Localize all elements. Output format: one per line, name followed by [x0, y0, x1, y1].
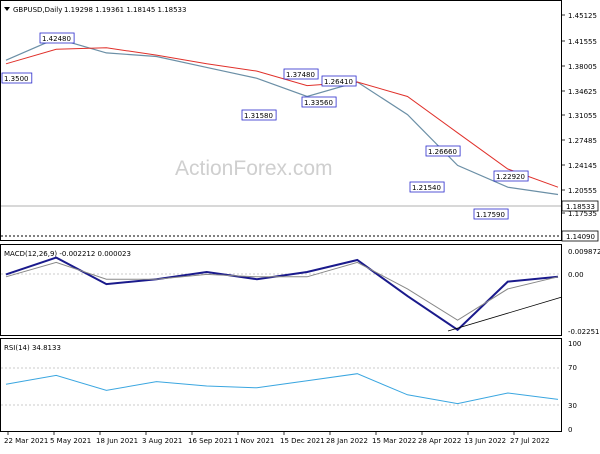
- price-annotation-label: 1.33560: [304, 99, 333, 107]
- price-series-group: [5, 37, 559, 196]
- time-axis-label: 15 Dec 2021: [280, 437, 325, 445]
- time-axis-label: 3 Aug 2021: [142, 437, 182, 445]
- price-annotation-label: 1.21540: [412, 184, 441, 192]
- moving-average-line: [5, 47, 559, 188]
- rsi-scale-label: 0: [568, 426, 572, 434]
- price-scale-label: 1.31055: [568, 112, 597, 120]
- macd-series-group: [5, 256, 559, 332]
- price-annotation-box: [283, 68, 319, 80]
- time-axis: 22 Mar 2021 5 May 2021 18 Jun 2021 3 Aug 20…: [4, 432, 550, 445]
- time-axis-label: 22 Mar 2021: [4, 437, 48, 445]
- price-scale-label: 1.34625: [568, 88, 597, 96]
- time-axis-label: 28 Apr 2022: [418, 437, 461, 445]
- annotation-group: 1.42480 1.3500 1.31580 1.33560 1.37480 1.2641…: [1, 32, 529, 220]
- price-annotation-label: 1.26410: [324, 78, 353, 86]
- price-scale-label: 1.27485: [568, 137, 597, 145]
- rsi-scale-label: 70: [568, 364, 577, 372]
- price-scale-label: 1.20555: [568, 187, 597, 195]
- current-price-label: 1.18533: [566, 203, 595, 211]
- price-annotation-box: [409, 181, 445, 193]
- macd-scale-label: 0.009872: [568, 248, 600, 256]
- watermark-text: ActionForex.com: [175, 157, 333, 180]
- macd-trendline: [447, 296, 563, 332]
- macd-signal-line: [5, 261, 559, 321]
- price-annotation-label: 1.17590: [476, 211, 505, 219]
- rsi-title: RSI(14) 34.8133: [4, 344, 61, 352]
- time-axis-label: 16 Sep 2021: [188, 437, 232, 445]
- macd-line: [5, 256, 559, 332]
- macd-scale: 0.009872 0.00 -0.022516: [568, 248, 600, 336]
- rsi-scale-label: 100: [568, 340, 581, 348]
- level-price-label: 1.14090: [566, 233, 595, 241]
- price-annotation-label: 1.22920: [496, 173, 525, 181]
- level-price-box: [561, 230, 599, 242]
- price-scale-label: 1.41555: [568, 38, 597, 46]
- price-line: [5, 37, 559, 196]
- time-axis-label: 1 Nov 2021: [234, 437, 274, 445]
- price-annotation-label: 1.26660: [428, 148, 457, 156]
- time-axis-label: 5 May 2021: [50, 437, 91, 445]
- rsi-panel-frame: [0, 338, 562, 432]
- price-annotation-label: 1.37480: [286, 71, 315, 79]
- macd-scale-label: 0.00: [568, 271, 584, 279]
- price-scale: 1.45125 1.41555 1.38005 1.34625 1.31055 1.274…: [562, 12, 597, 218]
- price-annotation-box: [1, 72, 33, 84]
- price-scale-label: 1.17535: [568, 210, 597, 218]
- time-axis-label: 18 Jun 2021: [96, 437, 138, 445]
- current-price-box: [561, 200, 599, 212]
- price-annotation-box: [321, 75, 357, 87]
- rsi-scale: 100 70 30 0: [568, 340, 581, 434]
- price-annotation-label: 1.42480: [42, 35, 71, 43]
- price-annotation-label: 1.3500: [4, 75, 29, 83]
- price-scale-label: 1.38005: [568, 63, 597, 71]
- rsi-scale-label: 30: [568, 402, 577, 410]
- triangle-down-icon[interactable]: [4, 7, 10, 11]
- price-annotation-box: [301, 96, 337, 108]
- time-axis-label: 27 Jul 2022: [510, 437, 550, 445]
- symbol-label: GBPUSD,Daily: [13, 6, 62, 14]
- time-axis-label: 13 Jun 2022: [464, 437, 506, 445]
- ohlc-readout: 1.19298 1.19361 1.18145 1.18533: [64, 6, 186, 14]
- time-axis-label: 15 Mar 2022: [372, 437, 416, 445]
- price-annotation-box: [473, 208, 509, 220]
- price-annotation-box: [241, 109, 277, 121]
- macd-scale-label: -0.022516: [568, 328, 600, 336]
- price-panel-frame: [0, 0, 562, 241]
- price-scale-label: 1.24145: [568, 162, 597, 170]
- price-scale-label: 1.45125: [568, 12, 597, 20]
- macd-title: MACD(12,26,9) -0.002212 0.000023: [4, 250, 131, 258]
- price-annotation-box: [493, 170, 529, 182]
- rsi-series-group: [5, 373, 559, 405]
- time-axis-label: 28 Jan 2022: [326, 437, 368, 445]
- rsi-line: [5, 373, 559, 405]
- price-annotation-box: [39, 32, 75, 44]
- price-annotation-label: 1.31580: [244, 112, 273, 120]
- price-annotation-box: [425, 145, 461, 157]
